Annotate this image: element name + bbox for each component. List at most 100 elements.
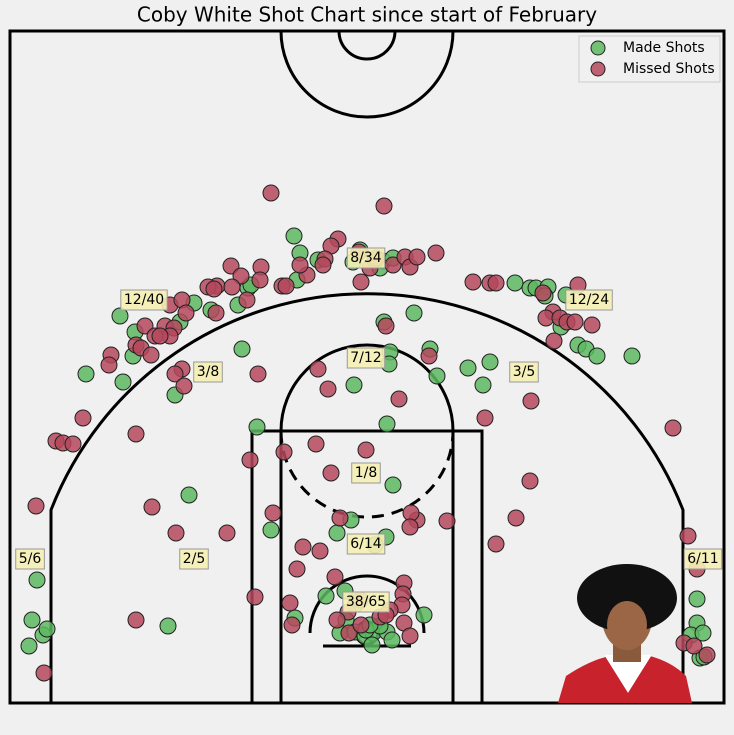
shot-point: [464, 273, 482, 291]
zone-label-text: 5/6: [19, 551, 42, 567]
shot-point: [127, 425, 145, 443]
shot-point: [352, 616, 370, 634]
shot-point: [111, 307, 129, 325]
shot-point: [522, 392, 540, 410]
shot-point: [357, 441, 375, 459]
shot-point: [309, 360, 327, 378]
shot-point: [275, 443, 293, 461]
shot-point: [23, 611, 41, 629]
zone-label-box: [509, 361, 539, 383]
shot-point: [476, 409, 494, 427]
zone-label: 7/12: [346, 347, 386, 369]
shot-point: [322, 464, 340, 482]
player-photo: [558, 564, 692, 703]
shot-point: [588, 347, 606, 365]
shot-point: [218, 524, 236, 542]
zone-label: 8/34: [346, 247, 386, 269]
shot-point: [207, 304, 225, 322]
legend: Made Shots Missed Shots: [578, 35, 721, 83]
shot-point: [127, 611, 145, 629]
shot-point: [77, 365, 95, 383]
shot-point: [233, 340, 251, 358]
shot-point: [311, 542, 329, 560]
court: [8, 29, 726, 705]
zone-label-text: 6/14: [350, 536, 382, 552]
shot-point: [314, 256, 332, 274]
shot-point: [545, 332, 563, 350]
shot-point: [175, 377, 193, 395]
shot-point: [685, 637, 703, 655]
shot-point: [251, 271, 269, 289]
shot-point: [151, 327, 169, 345]
zone-label-box: [346, 347, 386, 369]
shot-point: [167, 524, 185, 542]
zone-label-box: [120, 289, 168, 311]
shot-point: [459, 359, 477, 377]
shot-point: [64, 435, 82, 453]
zone-label-text: 2/5: [183, 551, 206, 567]
shot-point: [345, 376, 363, 394]
shot-point: [20, 637, 38, 655]
zone-label-box: [346, 247, 386, 269]
zone-label-box: [346, 533, 386, 555]
shot-point: [143, 498, 161, 516]
zone-label-text: 6/11: [687, 551, 718, 567]
zone-label-text: 1/8: [355, 465, 378, 481]
shot-point: [405, 304, 423, 322]
shot-point: [281, 594, 299, 612]
shot-point: [285, 227, 303, 245]
shot-point: [408, 248, 426, 266]
shot-point: [506, 274, 524, 292]
shot-point: [277, 277, 295, 295]
shot-point: [249, 365, 267, 383]
shot-point: [534, 284, 552, 302]
shot-point: [583, 316, 601, 334]
zone-label-box: [683, 548, 723, 570]
shot-point: [288, 560, 306, 578]
zone-label-box: [342, 591, 390, 613]
zone-label-text: 3/8: [197, 364, 220, 380]
shot-point: [307, 435, 325, 453]
shot-point: [698, 646, 716, 664]
shot-point: [340, 624, 358, 642]
chart-title: Coby White Shot Chart since start of Feb…: [137, 3, 597, 27]
shot-point: [319, 380, 337, 398]
shot-point: [415, 606, 433, 624]
shot-point: [166, 365, 184, 383]
shot-point: [248, 418, 266, 436]
shot-point: [283, 616, 301, 634]
shot-point: [487, 535, 505, 553]
shot-point: [427, 244, 445, 262]
legend-marker: [590, 61, 606, 77]
shot-point: [159, 617, 177, 635]
shot-point: [390, 390, 408, 408]
legend-label: Made Shots: [623, 40, 705, 56]
zone-label-text: 7/12: [350, 350, 381, 366]
zone-label: 12/40: [120, 289, 168, 311]
shot-point: [326, 568, 344, 586]
shot-point: [384, 476, 402, 494]
shot-point: [383, 631, 401, 649]
shot-point: [566, 313, 584, 331]
shot-point: [507, 509, 525, 527]
zone-label-text: 12/24: [569, 292, 609, 308]
shot-point: [177, 304, 195, 322]
shot-point: [291, 256, 309, 274]
shot-point: [401, 518, 419, 536]
zone-label-text: 12/40: [124, 292, 164, 308]
zone-label-text: 8/34: [350, 250, 382, 266]
shot-point: [352, 273, 370, 291]
shot-point: [438, 512, 456, 530]
shot-point: [428, 367, 446, 385]
shot-point: [223, 278, 241, 296]
zone-label: 38/65: [342, 591, 390, 613]
zone-label: 6/11: [683, 548, 723, 570]
zone-label-text: 38/65: [346, 594, 386, 610]
shot-point: [28, 571, 46, 589]
shot-point: [180, 486, 198, 504]
zone-label: 6/14: [346, 533, 386, 555]
zone-label: 12/24: [565, 289, 613, 311]
shot-point: [262, 521, 280, 539]
zone-label: 5/6: [15, 548, 45, 570]
